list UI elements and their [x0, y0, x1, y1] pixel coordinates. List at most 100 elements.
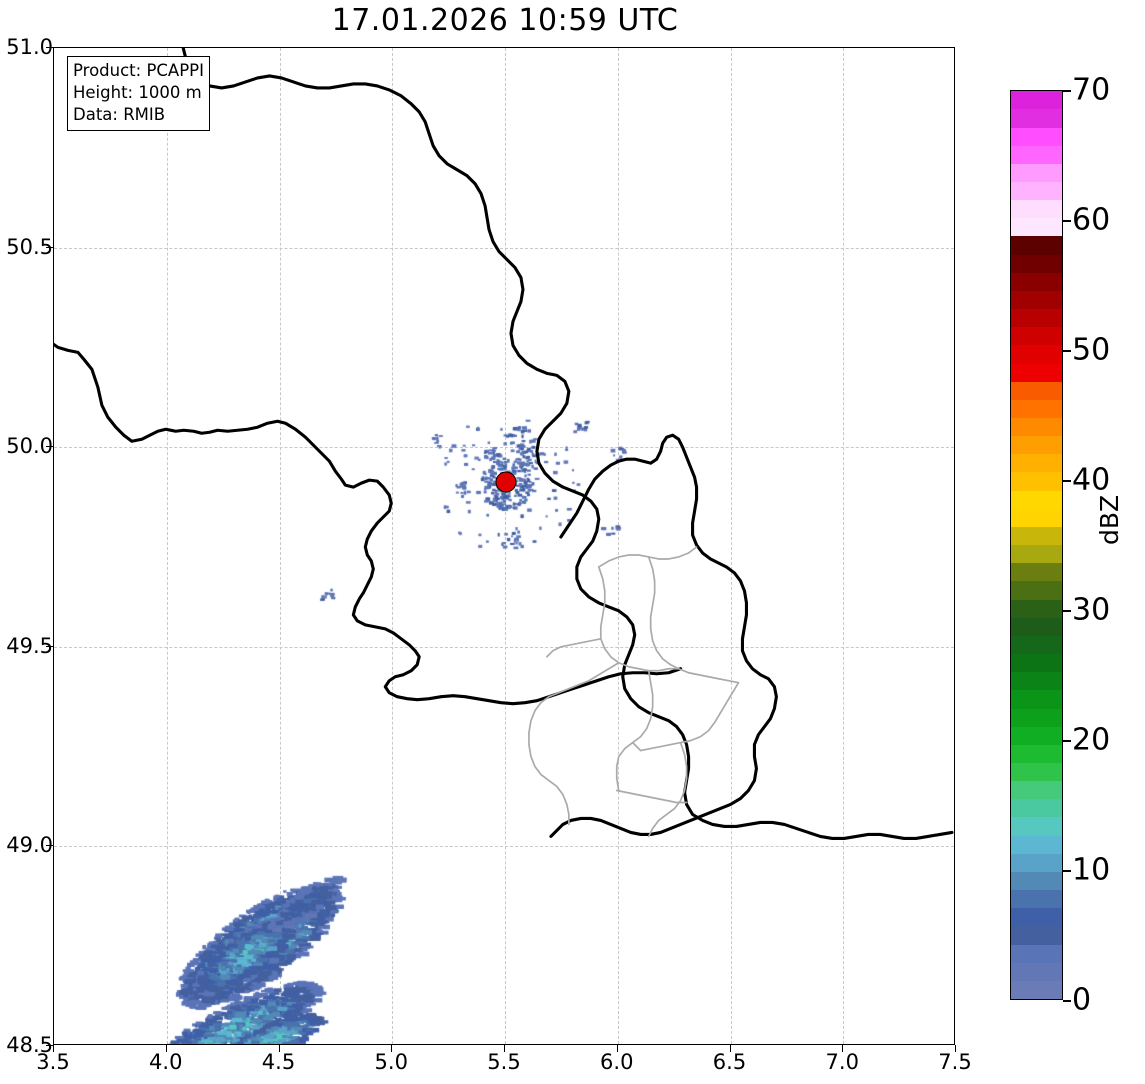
y-axis-tick: [46, 845, 53, 847]
colorbar-tick-label: 40: [1072, 462, 1111, 498]
colorbar-band: [1011, 399, 1062, 418]
colorbar-band: [1011, 980, 1062, 999]
x-axis-tick: [616, 1045, 618, 1052]
colorbar-band: [1011, 145, 1062, 164]
colorbar-band: [1011, 290, 1062, 310]
y-axis-tick-label: 50.5: [6, 234, 53, 259]
colorbar-band: [1011, 127, 1062, 146]
colorbar-band: [1011, 545, 1062, 564]
colorbar-band: [1011, 962, 1062, 981]
colorbar-band: [1011, 853, 1062, 872]
colorbar-band: [1011, 926, 1062, 945]
y-axis-tick-label: 48.5: [6, 1033, 53, 1057]
product-info-box: Product: PCAPPI Height: 1000 m Data: RMI…: [67, 56, 210, 131]
x-axis-tick-label: 7.0: [825, 1050, 859, 1074]
colorbar-band: [1011, 109, 1062, 128]
x-axis-tick: [504, 1045, 505, 1052]
colorbar-band: [1011, 799, 1062, 818]
x-axis-tick-label: 4.5: [261, 1050, 296, 1074]
colorbar-band: [1011, 327, 1062, 346]
colorbar-tick-label: 0: [1072, 982, 1092, 1018]
colorbar-band: [1011, 91, 1062, 110]
colorbar-band: [1011, 563, 1062, 582]
y-axis-tick: [46, 246, 53, 248]
colorbar-tick-label: 20: [1072, 722, 1111, 758]
colorbar-band: [1011, 418, 1062, 437]
x-axis-tick-label: 4.0: [149, 1050, 183, 1074]
x-axis-tick-label: 6.5: [712, 1050, 747, 1074]
colorbar-tick-label: 70: [1072, 72, 1111, 108]
colorbar-band: [1011, 309, 1062, 328]
y-axis-tick-label: 50.0: [6, 434, 53, 459]
colorbar-band: [1011, 272, 1062, 291]
colorbar-tick-label: 10: [1072, 852, 1111, 888]
colorbar-tick: [1063, 610, 1071, 612]
colorbar-axis-label: dBZ: [1095, 494, 1124, 545]
x-axis-tick: [278, 1045, 280, 1052]
colorbar-tick: [1063, 870, 1071, 872]
map-plot-area[interactable]: Product: PCAPPI Height: 1000 m Data: RMI…: [53, 47, 955, 1045]
x-axis-tick-label: 7.5: [938, 1050, 972, 1074]
colorbar-band: [1011, 835, 1062, 854]
colorbar-band: [1011, 654, 1062, 673]
colorbar-band: [1011, 744, 1062, 763]
colorbar-band: [1011, 472, 1062, 491]
radar-site-marker[interactable]: [495, 471, 517, 493]
x-axis-tick-label: 6.0: [600, 1050, 634, 1074]
colorbar-band: [1011, 871, 1062, 891]
colorbar-band: [1011, 345, 1062, 364]
colorbar-band: [1011, 363, 1062, 382]
colorbar-band: [1011, 817, 1062, 836]
colorbar-tick: [1063, 350, 1071, 352]
colorbar-tick-label: 60: [1072, 202, 1111, 238]
colorbar[interactable]: [1010, 90, 1063, 1000]
colorbar-band: [1011, 163, 1062, 182]
y-axis-tick: [46, 47, 53, 48]
colorbar-band: [1011, 218, 1062, 237]
colorbar-band: [1011, 762, 1062, 782]
colorbar-band: [1011, 200, 1062, 219]
y-axis-tick-label: 49.0: [6, 833, 53, 858]
colorbar-tick: [1063, 220, 1071, 222]
colorbar-band: [1011, 908, 1062, 927]
x-axis-tick: [729, 1045, 731, 1052]
info-height: Height: 1000 m: [73, 82, 202, 102]
colorbar-band: [1011, 890, 1062, 909]
radar-echo-layer: [54, 48, 954, 1044]
colorbar-tick: [1063, 90, 1071, 92]
colorbar-band: [1011, 381, 1062, 400]
page-title: 17.01.2026 10:59 UTC: [331, 3, 679, 38]
y-axis-tick-label: 49.5: [6, 633, 53, 658]
colorbar-band: [1011, 254, 1062, 273]
colorbar-band: [1011, 708, 1062, 727]
colorbar-band: [1011, 508, 1062, 527]
x-axis-tick: [165, 1045, 167, 1052]
x-axis-tick: [391, 1045, 393, 1052]
colorbar-tick: [1063, 1000, 1071, 1002]
y-axis-tick: [46, 1045, 53, 1046]
colorbar-band: [1011, 617, 1062, 636]
y-axis-tick: [46, 645, 53, 647]
info-data: Data: RMIB: [73, 104, 166, 124]
colorbar-tick: [1063, 740, 1071, 742]
colorbar-tick-label: 50: [1072, 332, 1111, 368]
colorbar-band: [1011, 781, 1062, 800]
colorbar-band: [1011, 635, 1062, 655]
y-axis-tick: [46, 446, 53, 448]
x-axis-tick-label: 5.0: [374, 1050, 408, 1074]
colorbar-band: [1011, 526, 1062, 546]
colorbar-band: [1011, 236, 1062, 255]
x-axis-tick-label: 3.5: [36, 1050, 70, 1074]
colorbar-band: [1011, 726, 1062, 745]
x-axis-tick: [955, 1045, 956, 1052]
x-axis-tick: [842, 1045, 844, 1052]
colorbar-tick-label: 30: [1072, 592, 1111, 628]
x-axis-tick-label: 5.5: [487, 1050, 521, 1074]
colorbar-band: [1011, 490, 1062, 509]
y-axis-tick-label: 51.0: [6, 35, 53, 59]
info-product: Product: PCAPPI: [73, 61, 204, 80]
colorbar-band: [1011, 599, 1062, 618]
colorbar-band: [1011, 436, 1062, 455]
colorbar-band: [1011, 690, 1062, 709]
